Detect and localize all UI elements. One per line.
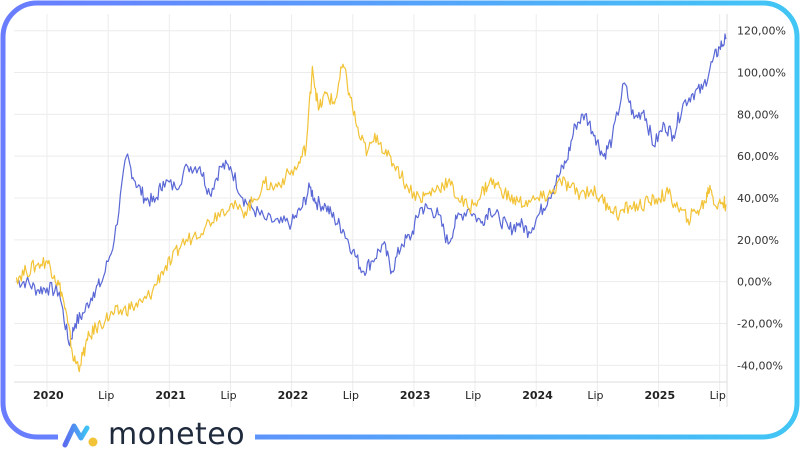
y-tick-label: 60,00%: [737, 150, 779, 163]
x-tick-label: Lip: [587, 389, 603, 402]
x-tick-label: 2022: [278, 389, 309, 402]
y-axis-ticks: 120,00% 100,00% 80,00% 60,00% 40,00% 20,00% 0,…: [737, 25, 786, 373]
x-tick-label: Lip: [220, 389, 236, 402]
x-tick-label: Lip: [710, 389, 726, 402]
y-tick-label: 120,00%: [737, 25, 786, 38]
series-line-blue: [16, 33, 727, 347]
y-tick-label: 20,00%: [737, 234, 779, 247]
x-axis-ticks: 2020 Lip 2021 Lip 2022 Lip 2023 Lip 2024 Lip 2025 L…: [33, 389, 726, 402]
x-tick-label: Lip: [465, 389, 481, 402]
x-tick-label: 2023: [400, 389, 431, 402]
series-line-yellow: [15, 63, 727, 373]
brand-name: moneteo: [108, 416, 246, 452]
y-tick-label: 40,00%: [737, 192, 779, 205]
moneteo-logo-icon: [62, 420, 100, 448]
x-tick-label: Lip: [98, 389, 114, 402]
y-tick-label: 100,00%: [737, 67, 786, 80]
y-tick-label: -20,00%: [737, 317, 783, 330]
y-tick-label: 0,00%: [737, 276, 772, 289]
x-tick-label: 2024: [522, 389, 553, 402]
y-tick-label: 80,00%: [737, 108, 779, 121]
y-tick-label: -40,00%: [737, 359, 783, 372]
x-tick-label: 2025: [645, 389, 676, 402]
x-tick-label: 2020: [33, 389, 64, 402]
brand-logo: moneteo: [58, 414, 256, 454]
series-lines: [15, 33, 727, 373]
x-tick-label: Lip: [343, 389, 359, 402]
x-tick-label: 2021: [155, 389, 186, 402]
